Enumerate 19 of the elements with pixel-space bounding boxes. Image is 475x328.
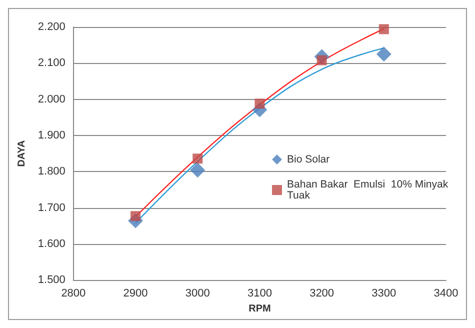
x-tick-label: 3000: [185, 288, 210, 300]
x-tick-label: 2900: [123, 288, 148, 300]
x-tick-label: 3200: [310, 288, 334, 300]
x-tick-label: 3100: [247, 288, 272, 300]
legend-label: Bio Solar: [287, 154, 330, 166]
y-axis-title: DAYA: [16, 140, 28, 167]
y-tick-label: 1.900: [38, 129, 66, 142]
y-tick-label: 2.000: [38, 93, 66, 106]
x-tick-label: 3300: [372, 288, 396, 300]
y-tick-label: 1.800: [38, 166, 66, 178]
legend-label: Bahan Bakar Emulsi 10% Minyak Tuak: [287, 178, 452, 202]
y-tick-label: 2.200: [38, 21, 66, 33]
x-tick-label: 2800: [61, 288, 86, 300]
x-axis-title: RPM: [248, 304, 271, 314]
y-tick-label: 1.600: [38, 238, 66, 250]
y-tick-label: 1.500: [38, 274, 66, 286]
y-tick-label: 1.700: [38, 202, 66, 214]
y-tick-label: 2.100: [38, 57, 66, 70]
x-tick-label: 3400: [434, 288, 458, 300]
